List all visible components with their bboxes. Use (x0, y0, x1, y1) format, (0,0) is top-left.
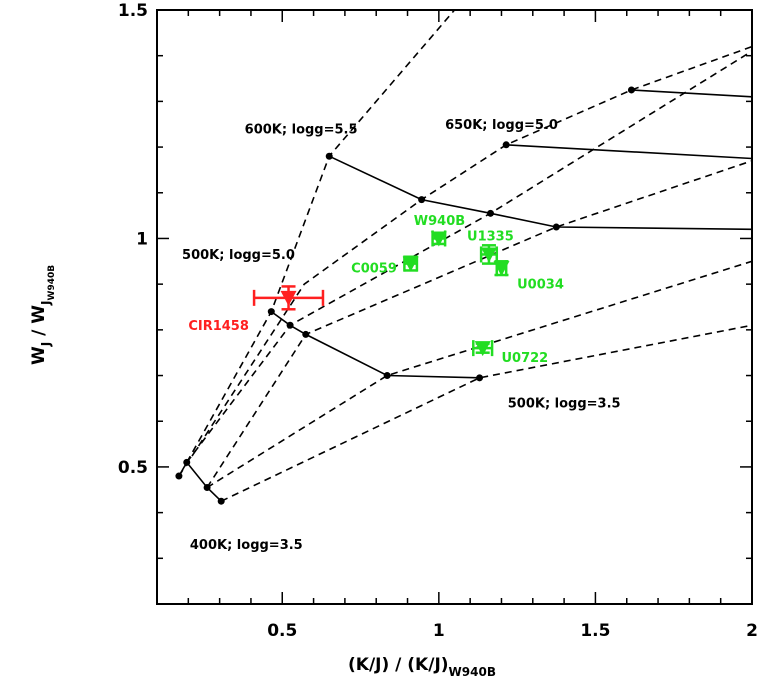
object-CIR1458 (252, 285, 325, 311)
marker (474, 341, 491, 357)
object-label-U1335: U1335 (467, 230, 514, 245)
grid-point-13 (502, 141, 510, 149)
solid-line-3 (270, 310, 480, 379)
grid-point-5 (286, 321, 294, 329)
y-axis-title-sub3: W940B (47, 265, 57, 301)
grid-point-2 (203, 483, 211, 491)
object-label-CIR1458: CIR1458 (188, 319, 249, 334)
y-tick-label: 1 (136, 229, 148, 249)
x-axis-title-main: (K/J) / (K/J) (348, 655, 449, 675)
grid-point-9 (325, 152, 333, 160)
object-C0059 (402, 255, 419, 272)
model-label-2: 500K; logg=5.0 (182, 248, 295, 263)
grid-point-12 (552, 223, 560, 231)
solid-line-1 (506, 144, 752, 160)
object-W940B (430, 230, 447, 247)
marker (402, 256, 419, 272)
grid-point-3 (217, 497, 225, 505)
axis-ticks: 0.5 1 1.5 2 0.5 1 1.5 (118, 1, 758, 641)
grid-point-10 (418, 196, 426, 204)
y-tick-label: 0.5 (118, 458, 148, 478)
dashed-line-1 (178, 45, 752, 477)
y-tick-label: 1.5 (118, 1, 148, 21)
object-U0722 (472, 340, 494, 357)
grid-point-6 (302, 330, 310, 338)
y-axis-title-main: W (29, 346, 49, 365)
dashed-line-3 (206, 160, 752, 488)
model-label-3: 500K; logg=3.5 (508, 397, 621, 412)
grid-point-7 (383, 372, 391, 380)
model-grid-points (175, 86, 635, 505)
svg-text:(K/J) / (K/J)W940B: (K/J) / (K/J)W940B (348, 655, 496, 679)
model-grid-lines (178, 10, 752, 502)
x-tick-label: 1.5 (580, 621, 610, 641)
model-label-0: 600K; logg=5.5 (245, 122, 358, 137)
grid-point-4 (267, 308, 275, 316)
model-label-1: 650K; logg=5.0 (445, 118, 558, 133)
observed-objects (252, 230, 510, 357)
object-label-C0059: C0059 (351, 262, 397, 277)
x-tick-label: 0.5 (267, 621, 297, 641)
x-tick-label: 1 (433, 621, 445, 641)
grid-point-14 (627, 86, 635, 94)
x-tick-label: 2 (746, 621, 758, 641)
marker (280, 290, 297, 306)
grid-point-11 (487, 209, 495, 217)
x-axis-title: (K/J) / (K/J)W940B (348, 655, 496, 679)
y-axis-title: WJ / WJW940B (29, 265, 57, 365)
object-label-U0722: U0722 (501, 351, 548, 366)
object-label-W940B: W940B (414, 214, 465, 229)
object-label-U0034: U0034 (517, 278, 564, 293)
marker (430, 231, 447, 247)
marker (480, 247, 497, 263)
grid-point-8 (476, 374, 484, 382)
svg-text:WJ / WJW940B: WJ / WJW940B (29, 265, 57, 365)
plot-frame (156, 9, 753, 605)
dashed-line-0 (186, 10, 456, 463)
y-axis-title-sub1: J (39, 342, 53, 347)
x-axis-title-sub: W940B (449, 665, 496, 679)
model-label-4: 400K; logg=3.5 (190, 538, 303, 553)
y-axis-title-mid: / W (29, 305, 49, 342)
y-axis-title-sub2: J (39, 300, 53, 305)
dashed-line-2 (186, 50, 752, 463)
object-U0034 (493, 260, 510, 277)
solid-line-0 (328, 155, 752, 231)
solid-line-4 (178, 460, 222, 502)
marker (493, 261, 510, 277)
solid-line-2 (631, 89, 752, 98)
grid-point-0 (175, 472, 183, 480)
dashed-line-5 (220, 324, 752, 502)
grid-point-1 (183, 458, 191, 466)
object-U1335 (479, 244, 499, 265)
